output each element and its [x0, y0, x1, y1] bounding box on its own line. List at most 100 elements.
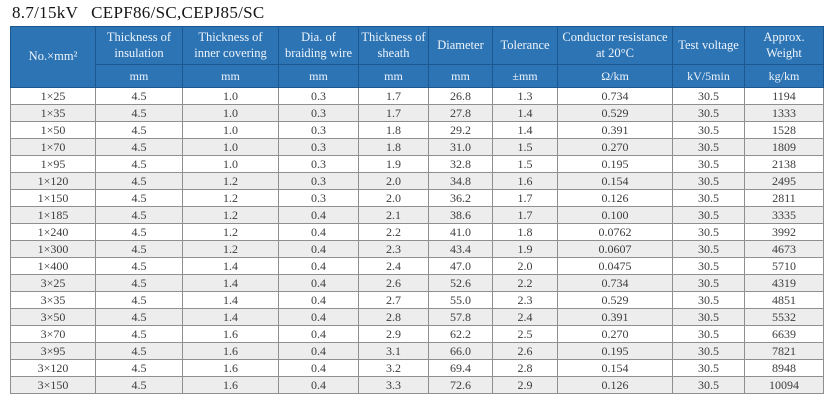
table-cell: 0.4: [278, 206, 359, 224]
table-cell: 2.6: [492, 342, 558, 360]
table-cell: 1.6: [182, 342, 279, 360]
table-cell: 1.9: [492, 240, 558, 258]
table-row: 1×25 4.5 1.0 0.3 1.7 26.8 1.3 0.734 30.5 1194: [10, 87, 824, 105]
table-cell: 0.4: [278, 342, 359, 360]
table-cell: 0.3: [278, 87, 359, 105]
cell-conductor-size: 3×70: [10, 325, 96, 343]
table-cell: 30.5: [672, 308, 745, 326]
table-cell: 1194: [744, 87, 824, 105]
table-cell: 4.5: [95, 291, 183, 309]
table-cell: 30.5: [672, 325, 745, 343]
table-cell: 1.7: [358, 104, 429, 122]
table-cell: 4.5: [95, 172, 183, 190]
cell-conductor-size: 1×70: [10, 138, 96, 156]
table-cell: 7821: [744, 342, 824, 360]
table-cell: 69.4: [428, 359, 493, 377]
table-cell: 3.2: [358, 359, 429, 377]
table-cell: 4.5: [95, 257, 183, 275]
table-cell: 1.4: [182, 291, 279, 309]
table-cell: 1.6: [182, 359, 279, 377]
table-cell: 5532: [744, 308, 824, 326]
table-cell: 4.5: [95, 274, 183, 292]
table-cell: 1.2: [182, 240, 279, 258]
table-cell: 57.8: [428, 308, 493, 326]
table-cell: 30.5: [672, 223, 745, 241]
table-cell: 4.5: [95, 359, 183, 377]
table-cell: 30.5: [672, 291, 745, 309]
table-row: 3×50 4.5 1.4 0.4 2.8 57.8 2.4 0.391 30.5 5532: [10, 308, 824, 326]
table-cell: 1.2: [182, 223, 279, 241]
table-cell: 1.3: [492, 87, 558, 105]
table-cell: 1.7: [492, 189, 558, 207]
table-cell: 1.0: [182, 138, 279, 156]
cell-conductor-size: 1×300: [10, 240, 96, 258]
table-cell: 0.391: [557, 121, 673, 139]
table-cell: 2.0: [358, 172, 429, 190]
title-model-codes: CEPF86/SC,CEPJ85/SC: [91, 3, 265, 22]
table-cell: 1.0: [182, 155, 279, 173]
col-header-braiding-wire-dia: Dia. of braiding wire: [278, 26, 359, 65]
col-header-approx-weight: Approx. Weight: [744, 26, 824, 65]
table-cell: 30.5: [672, 104, 745, 122]
table-cell: 2.9: [492, 376, 558, 394]
table-cell: 1.2: [182, 206, 279, 224]
table-cell: 4319: [744, 274, 824, 292]
table-cell: 4.5: [95, 223, 183, 241]
table-cell: 30.5: [672, 155, 745, 173]
table-cell: 1.8: [358, 138, 429, 156]
table-cell: 0.3: [278, 138, 359, 156]
cell-conductor-size: 3×120: [10, 359, 96, 377]
table-cell: 30.5: [672, 257, 745, 275]
table-cell: 0.4: [278, 376, 359, 394]
table-row: 1×35 4.5 1.0 0.3 1.7 27.8 1.4 0.529 30.5 1333: [10, 104, 824, 122]
table-cell: 0.734: [557, 274, 673, 292]
cell-conductor-size: 1×150: [10, 189, 96, 207]
table-cell: 4.5: [95, 121, 183, 139]
table-cell: 30.5: [672, 240, 745, 258]
table-cell: 2811: [744, 189, 824, 207]
unit-inner-covering-thickness: mm: [182, 64, 279, 88]
table-row: 3×70 4.5 1.6 0.4 2.9 62.2 2.5 0.270 30.5 6639: [10, 325, 824, 343]
table-cell: 1.4: [182, 257, 279, 275]
table-cell: 0.4: [278, 240, 359, 258]
cell-conductor-size: 1×400: [10, 257, 96, 275]
table-cell: 2138: [744, 155, 824, 173]
cell-conductor-size: 1×185: [10, 206, 96, 224]
table-cell: 0.391: [557, 308, 673, 326]
table-cell: 2.2: [358, 223, 429, 241]
table-cell: 31.0: [428, 138, 493, 156]
table-header: No.×mm² Thickness of insulation Thicknes…: [10, 26, 824, 88]
table-cell: 29.2: [428, 121, 493, 139]
table-row: 1×240 4.5 1.2 0.4 2.2 41.0 1.8 0.0762 30.5 3992: [10, 223, 824, 241]
table-cell: 26.8: [428, 87, 493, 105]
table-cell: 0.529: [557, 104, 673, 122]
table-cell: 0.195: [557, 155, 673, 173]
table-cell: 1.9: [358, 155, 429, 173]
table-cell: 1.0: [182, 87, 279, 105]
table-row: 1×70 4.5 1.0 0.3 1.8 31.0 1.5 0.270 30.5 1809: [10, 138, 824, 156]
table-cell: 1.4: [182, 308, 279, 326]
table-row: 3×25 4.5 1.4 0.4 2.6 52.6 2.2 0.734 30.5 4319: [10, 274, 824, 292]
table-cell: 0.126: [557, 376, 673, 394]
header-label-row: No.×mm² Thickness of insulation Thicknes…: [10, 26, 824, 88]
col-header-tolerance: Tolerance: [492, 26, 558, 65]
table-row: 3×150 4.5 1.6 0.4 3.3 72.6 2.9 0.126 30.5 10094: [10, 376, 824, 394]
col-header-diameter: Diameter: [428, 26, 493, 65]
unit-tolerance: ±mm: [492, 64, 558, 88]
table-row: 1×150 4.5 1.2 0.3 2.0 36.2 1.7 0.126 30.5 2811: [10, 189, 824, 207]
table-cell: 0.4: [278, 274, 359, 292]
table-cell: 10094: [744, 376, 824, 394]
table-cell: 4.5: [95, 342, 183, 360]
table-cell: 1.4: [182, 274, 279, 292]
table-cell: 2.8: [358, 308, 429, 326]
title-voltage-rating: 8.7/15kV: [12, 3, 79, 22]
cell-conductor-size: 1×25: [10, 87, 96, 105]
cell-conductor-size: 3×35: [10, 291, 96, 309]
table-cell: 34.8: [428, 172, 493, 190]
table-cell: 0.3: [278, 189, 359, 207]
table-cell: 43.4: [428, 240, 493, 258]
table-cell: 1809: [744, 138, 824, 156]
table-cell: 38.6: [428, 206, 493, 224]
table-cell: 0.270: [557, 138, 673, 156]
table-cell: 0.4: [278, 291, 359, 309]
